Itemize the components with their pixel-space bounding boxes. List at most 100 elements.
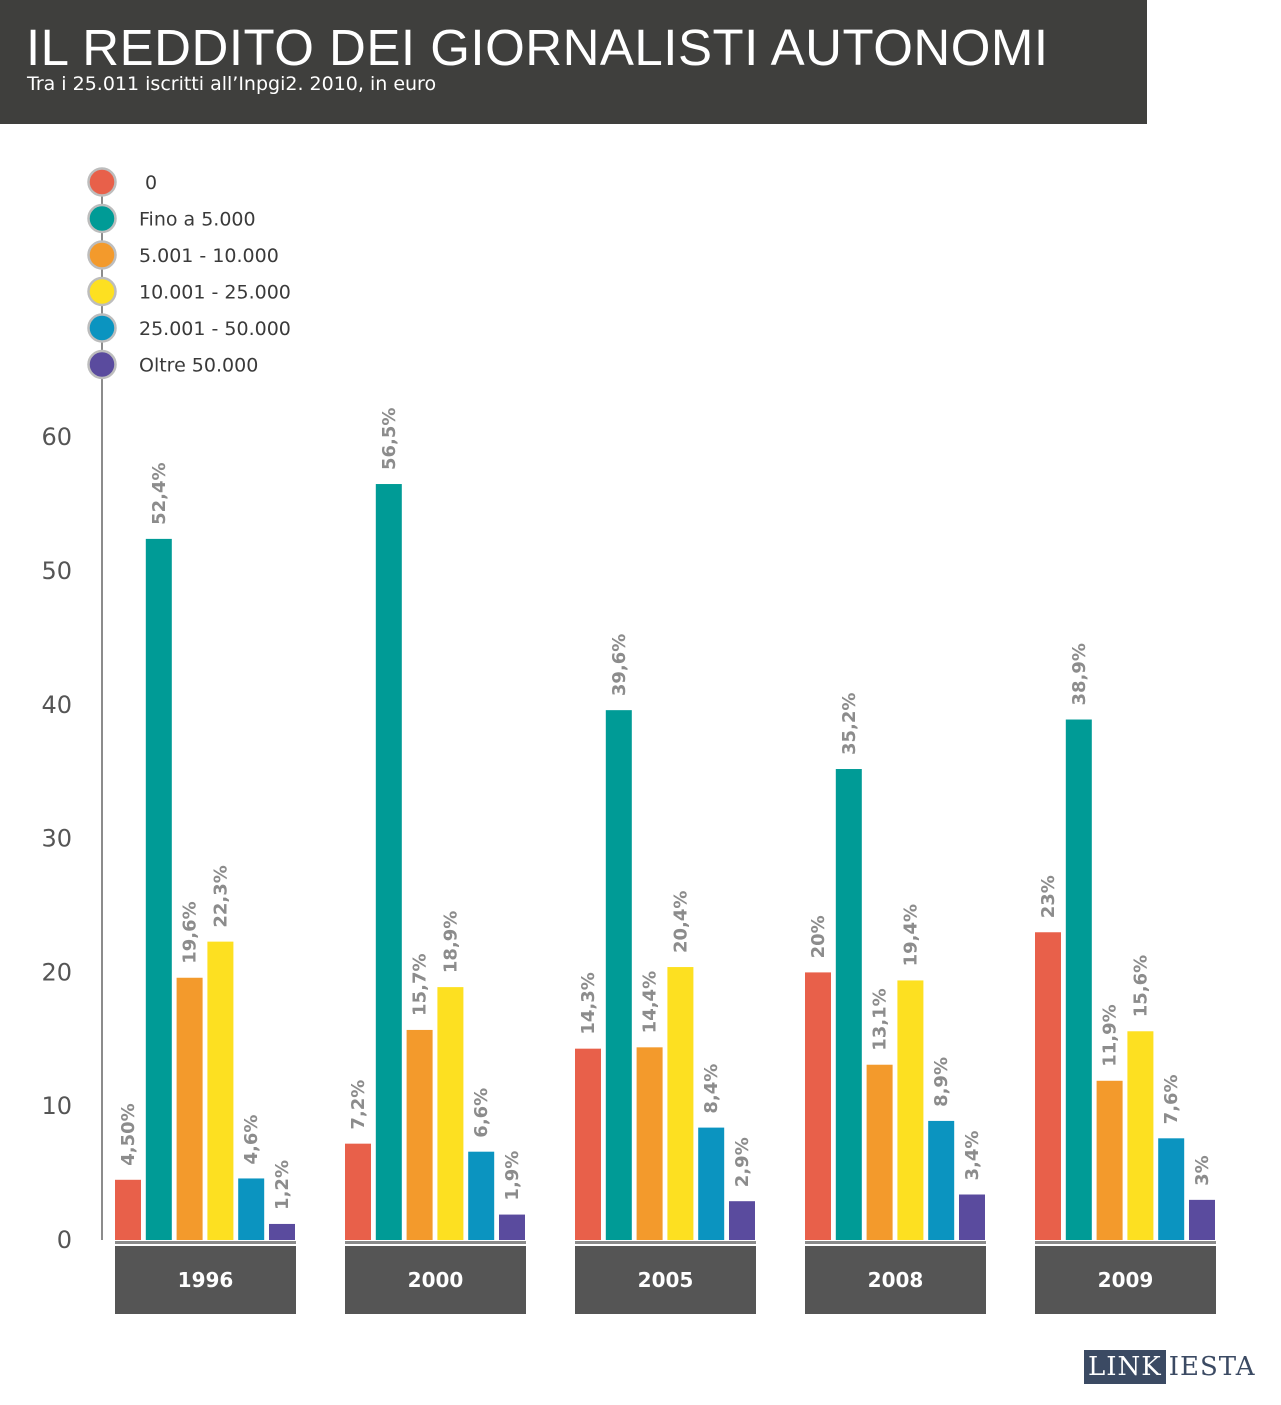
bar xyxy=(1127,1031,1154,1240)
data-label: 15,6% xyxy=(1130,955,1151,1017)
bar xyxy=(866,1064,893,1240)
baseline-segment xyxy=(115,1241,296,1244)
category-label: 2008 xyxy=(868,1268,924,1292)
data-label: 7,6% xyxy=(1161,1074,1182,1124)
data-label: 20% xyxy=(808,915,829,958)
bar xyxy=(437,987,464,1240)
data-label: 18,9% xyxy=(440,911,461,973)
data-label: 14,3% xyxy=(578,972,599,1034)
baseline-segment xyxy=(345,1241,526,1244)
bar xyxy=(1189,1199,1215,1240)
legend-label: 5.001 - 10.000 xyxy=(139,245,279,267)
bar xyxy=(176,977,203,1240)
data-label: 8,4% xyxy=(701,1064,722,1114)
legend-label: 0 xyxy=(145,172,157,194)
bar xyxy=(928,1120,955,1240)
bar xyxy=(207,941,234,1240)
category-box xyxy=(115,1246,296,1314)
legend-label: Fino a 5.000 xyxy=(139,209,256,231)
logo-part-1: LINK xyxy=(1084,1350,1166,1384)
bar xyxy=(375,484,402,1240)
data-label: 56,5% xyxy=(379,408,400,470)
category-box xyxy=(1035,1246,1216,1314)
y-tick-label: 50 xyxy=(41,557,72,585)
data-label: 11,9% xyxy=(1100,1004,1121,1066)
linkiesta-logo: LINK IESTA xyxy=(1084,1350,1257,1384)
bar xyxy=(1035,932,1061,1240)
legend-swatch xyxy=(87,276,117,307)
category-label: 2005 xyxy=(638,1268,694,1292)
data-label: 35,2% xyxy=(839,693,860,755)
category-labels-layer: 1996 2000 2005 2008 2009 xyxy=(115,1241,1216,1314)
legend-swatch xyxy=(87,167,117,197)
legend: 0 Fino a 5.000 5.001 - 10.000 10.001 - 25.0… xyxy=(87,167,291,380)
data-label: 13,1% xyxy=(870,988,891,1050)
data-label: 1,9% xyxy=(502,1151,523,1201)
bar xyxy=(698,1127,725,1240)
bar xyxy=(575,1048,601,1240)
data-label: 3,4% xyxy=(962,1131,983,1181)
category-label: 2000 xyxy=(408,1268,464,1292)
data-label: 22,3% xyxy=(210,865,231,927)
axis-layer: 0 10 20 30 40 50 60 xyxy=(41,190,103,1254)
bar xyxy=(269,1223,295,1240)
bar xyxy=(406,1029,433,1240)
data-label: 8,9% xyxy=(931,1057,952,1107)
category-box xyxy=(575,1246,756,1314)
bar xyxy=(1158,1138,1185,1240)
data-label: 38,9% xyxy=(1069,643,1090,705)
y-tick-label: 20 xyxy=(41,958,72,986)
baseline-segment xyxy=(1035,1241,1216,1244)
legend-label: 25.001 - 50.000 xyxy=(139,318,291,340)
legend-swatch xyxy=(87,240,117,270)
data-label: 6,6% xyxy=(471,1088,492,1138)
y-tick-label: 10 xyxy=(41,1092,72,1120)
bar xyxy=(959,1194,985,1240)
baseline-segment xyxy=(575,1241,756,1244)
data-label: 1,2% xyxy=(272,1160,293,1210)
data-label: 7,2% xyxy=(348,1080,369,1130)
category-label: 1996 xyxy=(178,1268,234,1292)
chart-subtitle: Tra i 25.011 iscritti all’Inpgi2. 2010, … xyxy=(27,73,437,95)
bar xyxy=(1096,1080,1123,1240)
data-label: 14,4% xyxy=(640,971,661,1033)
data-label: 2,9% xyxy=(732,1137,753,1187)
legend-label: Oltre 50.000 xyxy=(139,355,258,377)
data-label: 52,4% xyxy=(149,462,170,524)
y-tick-label: 0 xyxy=(57,1226,72,1254)
bar xyxy=(605,710,632,1240)
data-label: 23% xyxy=(1038,875,1059,918)
chart-title: IL REDDITO DEI GIORNALISTI AUTONOMI xyxy=(26,19,1049,76)
legend-swatch xyxy=(87,313,117,343)
y-tick-label: 60 xyxy=(41,423,72,451)
bar xyxy=(1065,719,1092,1240)
bar xyxy=(145,538,172,1240)
data-label: 4,50% xyxy=(118,1103,139,1165)
logo-part-2: IESTA xyxy=(1168,1352,1256,1382)
data-label: 15,7% xyxy=(410,953,431,1015)
baseline-segment xyxy=(805,1241,986,1244)
legend-swatch xyxy=(87,203,117,234)
bar xyxy=(667,967,694,1240)
bar xyxy=(835,769,862,1240)
category-box xyxy=(805,1246,986,1314)
bar xyxy=(468,1151,495,1240)
bar xyxy=(729,1201,755,1240)
category-label: 2009 xyxy=(1098,1268,1154,1292)
data-label: 3% xyxy=(1192,1155,1213,1186)
data-label: 39,6% xyxy=(609,634,630,696)
bar xyxy=(238,1178,265,1240)
bars-layer xyxy=(115,484,1215,1240)
data-labels-layer: 4,50% 52,4% 19,6% 22,3% 4,6% 1,2% 7,2% 56,5% 15,… xyxy=(118,408,1213,1210)
category-box xyxy=(345,1246,526,1314)
bar xyxy=(636,1047,663,1240)
bar xyxy=(499,1214,525,1240)
bar xyxy=(115,1179,141,1240)
legend-label: 10.001 - 25.000 xyxy=(139,282,291,304)
header-bar: IL REDDITO DEI GIORNALISTI AUTONOMI Tra … xyxy=(0,0,1147,124)
y-tick-label: 40 xyxy=(41,691,72,719)
data-label: 19,6% xyxy=(180,901,201,963)
legend-swatch xyxy=(87,349,117,380)
bar xyxy=(345,1143,371,1240)
